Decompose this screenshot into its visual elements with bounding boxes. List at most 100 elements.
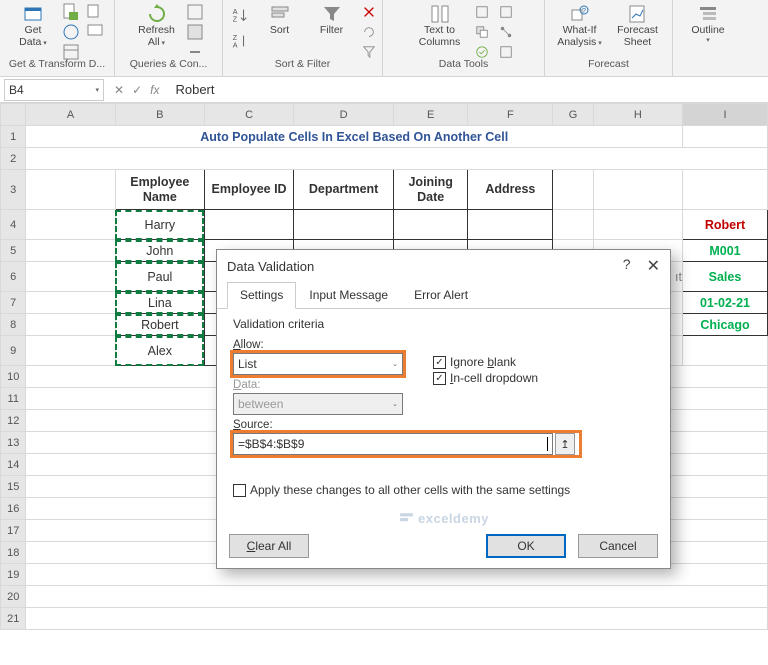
col-header[interactable]: D <box>294 104 394 126</box>
row-header[interactable]: 3 <box>1 170 26 210</box>
cell-name[interactable]: Alex <box>115 336 204 366</box>
table-header[interactable]: Joining Date <box>394 170 468 210</box>
row-header[interactable]: 16 <box>1 498 26 520</box>
cell-name[interactable]: Harry <box>115 210 204 240</box>
source-value: =$B$4:$B$9 <box>238 437 304 451</box>
existing-connections-button[interactable] <box>84 22 106 42</box>
ignore-blank-checkbox[interactable]: ✓ Ignore blank <box>433 355 538 369</box>
row-header[interactable]: 20 <box>1 586 26 608</box>
incell-label: In-cell dropdown <box>450 371 538 385</box>
col-header[interactable]: F <box>468 104 553 126</box>
select-all-corner[interactable] <box>1 104 26 126</box>
forecast-sheet-button[interactable]: ForecastSheet <box>610 2 666 50</box>
row-header[interactable]: 15 <box>1 476 26 498</box>
col-header[interactable]: A <box>26 104 115 126</box>
text-to-columns-button[interactable]: Text toColumns <box>411 2 469 50</box>
recent-sources-button[interactable] <box>84 2 106 22</box>
help-icon[interactable]: ? <box>623 256 631 276</box>
row-header[interactable]: 4 <box>1 210 26 240</box>
col-header[interactable]: I <box>682 104 767 126</box>
tab-input-message[interactable]: Input Message <box>296 282 401 308</box>
table-header[interactable]: Employee Name <box>115 170 204 210</box>
queries-button[interactable] <box>184 2 206 22</box>
tab-error-alert[interactable]: Error Alert <box>401 282 481 308</box>
result-name[interactable]: Robert <box>682 210 767 240</box>
row-header[interactable]: 21 <box>1 608 26 630</box>
result-id[interactable]: M001 <box>682 240 767 262</box>
from-web-button[interactable] <box>60 22 82 42</box>
result-date[interactable]: 01-02-21 <box>682 292 767 314</box>
dialog-tabs: Settings Input Message Error Alert <box>217 282 670 309</box>
outline-label: Outline <box>691 25 724 37</box>
get-data-button[interactable]: GetData ▾ <box>8 2 58 50</box>
result-addr[interactable]: Chicago <box>682 314 767 336</box>
fx-icon[interactable]: fx <box>150 83 159 97</box>
row-header[interactable]: 6 <box>1 262 26 292</box>
apply-all-checkbox[interactable]: Apply these changes to all other cells w… <box>233 483 654 497</box>
ttc-label: Text toColumns <box>419 25 460 48</box>
row-header[interactable]: 11 <box>1 388 26 410</box>
clear-filter-button[interactable] <box>359 2 379 22</box>
row-header[interactable]: 7 <box>1 292 26 314</box>
row-header[interactable]: 12 <box>1 410 26 432</box>
cancel-icon[interactable]: ✕ <box>114 83 124 97</box>
outline-button[interactable]: Outline ▾ <box>683 2 733 46</box>
row-header[interactable]: 17 <box>1 520 26 542</box>
formula-input[interactable]: Robert <box>167 77 768 103</box>
cell-name[interactable]: Paul <box>115 262 204 292</box>
col-header[interactable]: C <box>204 104 293 126</box>
clear-all-button[interactable]: Clear All <box>229 534 309 558</box>
table-header[interactable]: Employee ID <box>204 170 293 210</box>
title-cell[interactable]: Auto Populate Cells In Excel Based On An… <box>26 126 682 148</box>
refresh-all-button[interactable]: RefreshAll ▾ <box>132 2 182 50</box>
allow-select[interactable]: List ⌄ <box>233 353 403 375</box>
filter-button[interactable]: Filter <box>307 2 357 39</box>
row-header[interactable]: 14 <box>1 454 26 476</box>
row-header[interactable]: 10 <box>1 366 26 388</box>
ribbon-group-forecast: ? What-IfAnalysis ▾ ForecastSheet Foreca… <box>545 0 673 76</box>
consolidate-button[interactable] <box>495 2 517 22</box>
ribbon-group-get-transform: GetData ▾ Get & Transform D... <box>0 0 115 76</box>
ok-button[interactable]: OK <box>486 534 566 558</box>
cell-name[interactable]: Robert <box>115 314 204 336</box>
chevron-down-icon[interactable]: ▾ <box>95 86 99 94</box>
chevron-down-icon: ⌄ <box>392 360 398 368</box>
enter-icon[interactable]: ✓ <box>132 83 142 97</box>
refresh-label: RefreshAll ▾ <box>138 25 175 48</box>
row-header[interactable]: 9 <box>1 336 26 366</box>
sort-za-button[interactable]: ZA <box>227 28 253 54</box>
row-header[interactable]: 18 <box>1 542 26 564</box>
table-header[interactable]: Address <box>468 170 553 210</box>
col-header[interactable]: G <box>553 104 593 126</box>
from-text-button[interactable] <box>60 2 82 22</box>
whatif-button[interactable]: ? What-IfAnalysis ▾ <box>552 2 608 50</box>
close-icon[interactable]: ✕ <box>647 256 660 276</box>
sort-az-button[interactable]: AZ <box>227 2 253 28</box>
source-input[interactable]: =$B$4:$B$9 <box>233 433 553 455</box>
reapply-button[interactable] <box>359 22 379 42</box>
col-header[interactable]: E <box>394 104 468 126</box>
incell-dropdown-checkbox[interactable]: ✓ In-cell dropdown <box>433 371 538 385</box>
tab-settings[interactable]: Settings <box>227 282 296 309</box>
cell-name[interactable]: John <box>115 240 204 262</box>
row-header[interactable]: 5 <box>1 240 26 262</box>
relationships-button[interactable] <box>495 22 517 42</box>
remove-dup-button[interactable] <box>471 22 493 42</box>
result-dept[interactable]: Sales <box>682 262 767 292</box>
flash-fill-button[interactable] <box>471 2 493 22</box>
ribbon-group-label <box>677 58 739 74</box>
cancel-button[interactable]: Cancel <box>578 534 658 558</box>
table-header[interactable]: Department <box>294 170 394 210</box>
range-picker-button[interactable]: ↥ <box>555 433 575 455</box>
properties-button[interactable] <box>184 22 206 42</box>
row-header[interactable]: 2 <box>1 148 26 170</box>
row-header[interactable]: 19 <box>1 564 26 586</box>
row-header[interactable]: 13 <box>1 432 26 454</box>
cell-name[interactable]: Lina <box>115 292 204 314</box>
row-header[interactable]: 1 <box>1 126 26 148</box>
sort-button[interactable]: Sort <box>255 2 305 39</box>
row-header[interactable]: 8 <box>1 314 26 336</box>
name-box[interactable]: B4 ▾ <box>4 79 104 101</box>
col-header[interactable]: H <box>593 104 682 126</box>
col-header[interactable]: B <box>115 104 204 126</box>
